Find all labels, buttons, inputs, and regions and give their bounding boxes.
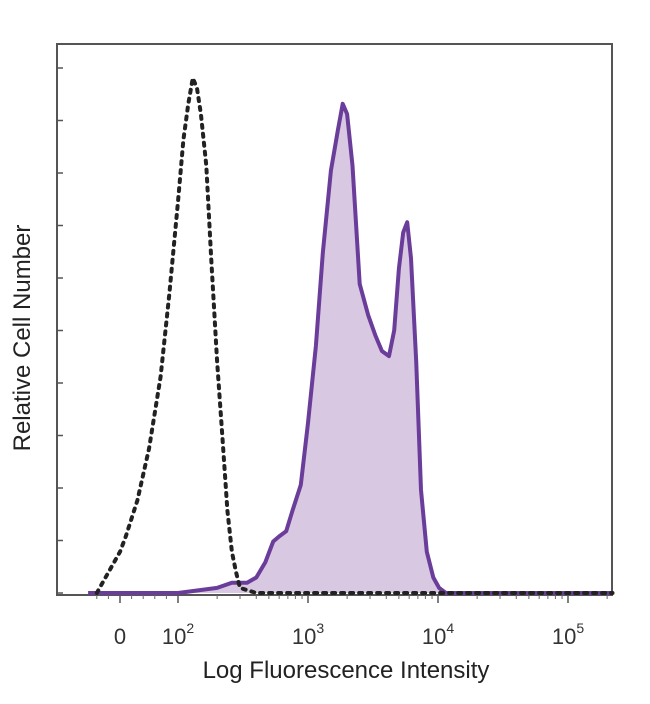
y-axis-ticks	[57, 67, 63, 594]
x-tick-label: 104	[422, 620, 454, 649]
x-tick-label: 103	[292, 620, 324, 649]
stained-sample-area	[88, 103, 613, 594]
x-tick-label: 102	[162, 620, 194, 649]
x-axis-label: Log Fluorescence Intensity	[203, 657, 490, 684]
stained-sample-line	[88, 101, 613, 595]
isotype-control-line	[94, 70, 615, 595]
x-axis-ticks	[96, 595, 608, 603]
y-axis-label: Relative Cell Number	[9, 225, 36, 452]
x-tick-label: 105	[552, 620, 584, 649]
x-tick-label: 0	[114, 624, 126, 649]
x-tick-labels: 0 102 103 104 105	[114, 620, 584, 649]
